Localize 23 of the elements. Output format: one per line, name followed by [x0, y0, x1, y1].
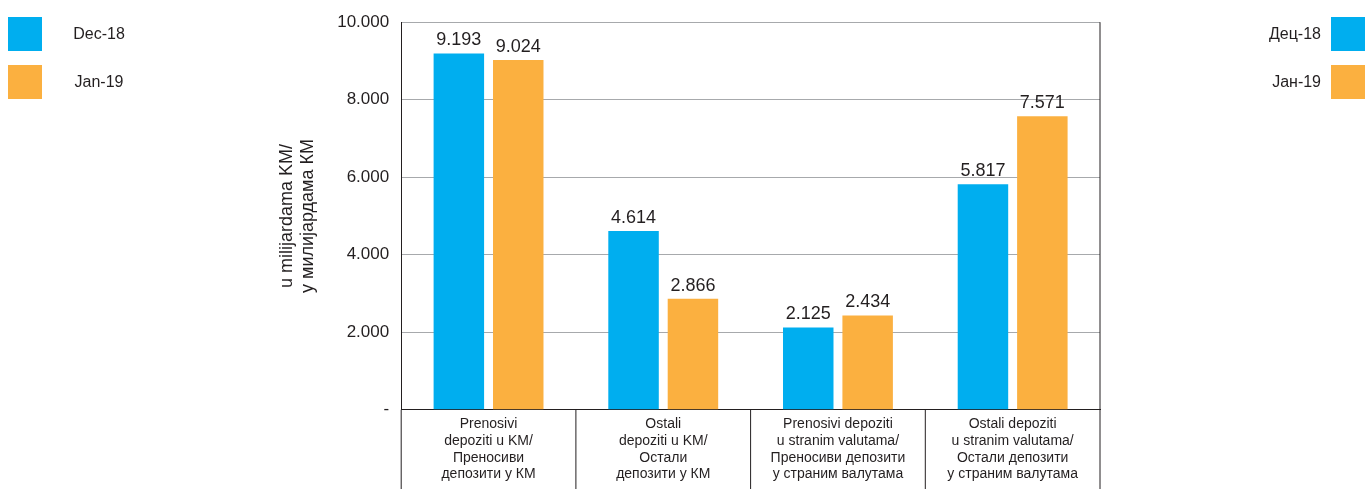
y-tick-label: 2.000 — [346, 321, 390, 341]
legend-label: Jan-19 — [73, 73, 125, 91]
data-label: 9.024 — [495, 36, 541, 56]
y-tick-label: 4.000 — [346, 244, 390, 264]
data-label: 2.434 — [845, 291, 891, 312]
data-label: 5.817 — [960, 160, 1006, 181]
data-label: 2.125 — [785, 303, 831, 324]
data-label: 7.571 — [1019, 92, 1065, 113]
data-label: 9.193 — [436, 29, 482, 50]
y-axis-title: u milijardama KM/ у милијардама КМ — [275, 139, 318, 293]
text: Јан-19 — [1271, 73, 1321, 91]
x-tick-label: Prenosivi depoziti u KM/ Преносиви депозити у КМ — [441, 415, 536, 482]
text: Дец-18 — [1267, 25, 1321, 43]
y-tick-label: 6.000 — [346, 166, 390, 186]
y-tick-label: 8.000 — [346, 89, 390, 109]
x-tick-label: Ostali depoziti u KM/ Остали депозити у КМ — [616, 415, 711, 482]
legend-label: Dec-18 — [72, 25, 126, 43]
data-label: 4.614 — [611, 206, 657, 227]
x-tick-label: Ostali depoziti u stranim valutama/ Остали депозити у страним валутама — [947, 415, 1079, 482]
x-tick-label: Prenosivi depoziti u stranim valutama/ Преносиви депозити у страним валутама — [770, 415, 906, 482]
data-label: 2.866 — [670, 274, 716, 295]
y-tick-label: 10.000 — [337, 11, 390, 31]
y-tick-label: - — [383, 399, 390, 419]
